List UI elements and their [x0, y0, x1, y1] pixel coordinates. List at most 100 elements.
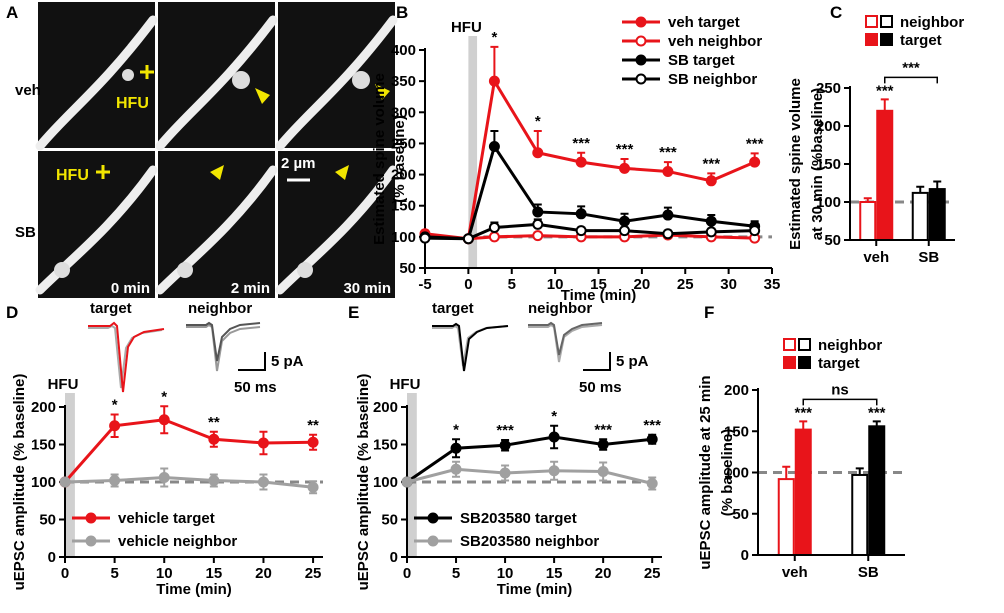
x-axis-label: Time (min) — [156, 581, 232, 598]
y-tick-label: 350 — [391, 73, 416, 90]
spine — [54, 262, 70, 278]
x-tick-label: 15 — [206, 565, 223, 582]
trace — [432, 324, 509, 367]
legend-label: target — [818, 355, 860, 372]
error-bar — [916, 185, 925, 193]
legend-label: veh target — [668, 14, 740, 31]
spine — [232, 71, 250, 89]
data-point — [532, 218, 544, 230]
spine — [297, 262, 313, 278]
y-tick-label: 150 — [724, 423, 749, 440]
legend-marker — [635, 54, 647, 66]
y-tick-label: 0 — [741, 547, 749, 564]
legend-marker — [635, 73, 647, 85]
x-tick-label: veh — [863, 249, 889, 266]
data-point — [597, 439, 609, 450]
trace — [528, 321, 603, 356]
y-tick-label: 200 — [816, 118, 841, 135]
x-tick-label: 35 — [764, 276, 781, 293]
significance-label: ** — [208, 414, 220, 431]
panel-letter: E — [348, 303, 359, 322]
data-point — [548, 431, 560, 443]
row-label: SB — [15, 224, 36, 241]
y-axis-label: uEPSC amplitude at 25 min — [697, 375, 714, 569]
trace — [528, 323, 603, 363]
bracket-label: *** — [902, 59, 920, 76]
data-point — [419, 232, 431, 244]
stimulus-cross — [96, 165, 110, 179]
legend-label: SB target — [668, 52, 735, 69]
y-tick-label: 50 — [732, 506, 749, 523]
data-point — [705, 175, 717, 187]
data-point — [158, 472, 170, 483]
data-point — [662, 228, 674, 240]
x-tick-label: -5 — [418, 276, 431, 293]
data-point — [597, 466, 609, 477]
y-tick-label: 200 — [31, 399, 56, 416]
y-tick-label: 50 — [381, 512, 398, 529]
data-point — [401, 476, 413, 488]
x-tick-label: 5 — [110, 565, 118, 582]
y-axis-label: Estimated spine volume — [787, 78, 804, 250]
legend-label: vehicle target — [118, 510, 215, 527]
data-point — [208, 475, 220, 486]
data-point — [499, 439, 511, 451]
x-tick-label: 25 — [305, 565, 322, 582]
data-point — [646, 478, 658, 489]
stimulus-cross — [140, 65, 154, 79]
legend-swatch — [880, 15, 893, 28]
x-tick-label: 15 — [546, 565, 563, 582]
significance-label: * — [453, 421, 459, 438]
y-tick-label: 100 — [391, 229, 416, 246]
x-axis-label: Time (min) — [561, 287, 637, 304]
data-point — [257, 437, 269, 449]
panel-letter: A — [6, 3, 18, 22]
series-line — [406, 467, 653, 485]
x-tick-label: SB — [858, 564, 879, 581]
legend-label: SB neighbor — [668, 71, 757, 88]
arrowhead — [255, 88, 270, 104]
x-tick-label: 10 — [547, 276, 564, 293]
y-tick-label: 0 — [390, 549, 398, 566]
data-point — [705, 226, 717, 238]
spine — [352, 71, 370, 89]
x-tick-label: 20 — [595, 565, 612, 582]
dendrite — [35, 15, 158, 151]
x-tick-label: 0 — [403, 565, 411, 582]
data-point — [109, 475, 121, 486]
stimulus-band — [468, 36, 478, 268]
data-point — [662, 165, 674, 177]
data-point — [488, 75, 500, 87]
x-tick-label: 10 — [497, 565, 514, 582]
y-axis-label: uEPSC amplitude (% baseline) — [11, 374, 28, 591]
legend-label: neighbor — [900, 14, 964, 31]
row-label: veh — [15, 82, 41, 99]
data-point — [575, 225, 587, 237]
y-tick-label: 100 — [724, 465, 749, 482]
stimulus-label: HFU — [116, 95, 149, 112]
arrowhead — [335, 165, 349, 180]
data-point — [575, 208, 587, 220]
legend-label: SB203580 neighbor — [460, 533, 599, 550]
data-point — [532, 230, 544, 242]
spine — [122, 69, 134, 81]
legend-swatch — [880, 33, 893, 46]
significance-label: ** — [307, 417, 319, 434]
time-label: 2 min — [231, 280, 270, 297]
y-axis-label: (% baseline) — [391, 115, 408, 203]
significance-label: *** — [794, 404, 812, 421]
significance-label: *** — [643, 417, 661, 434]
legend-marker — [85, 535, 97, 547]
trace-label: target — [90, 300, 132, 317]
data-point — [705, 215, 717, 227]
data-point — [450, 442, 462, 454]
y-axis-label: uEPSC amplitude (% baseline) — [355, 374, 372, 591]
dendrite — [155, 165, 278, 295]
legend-swatch — [783, 356, 796, 369]
data-point — [59, 476, 71, 488]
y-tick-label: 250 — [816, 80, 841, 97]
data-point — [619, 162, 631, 174]
significance-label: *** — [746, 135, 764, 152]
y-axis-label: at 30 min (%baseline) — [809, 88, 826, 241]
data-point — [532, 206, 544, 218]
